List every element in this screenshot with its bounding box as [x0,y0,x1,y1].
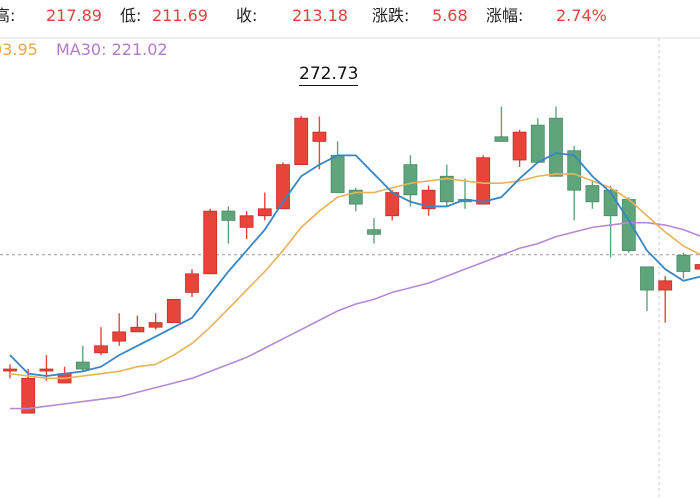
candle-body [294,117,309,166]
candle-body [476,157,491,205]
candle-body [549,117,563,177]
high-label: 高: [0,6,16,25]
ma-legend: 03.95 MA30: 221.02 [0,40,700,62]
candle-body [166,298,181,323]
change-label: 涨跌: [372,6,410,25]
max-price-annotation: 272.73 [299,64,359,86]
candle-body [421,189,436,210]
candle-body [239,215,254,228]
candle-body [39,368,54,372]
candle-body [512,131,527,161]
pct-label: 涨幅: [486,6,524,25]
candle-body [530,124,545,163]
candle-body [112,331,127,342]
low-value: 211.69 [152,6,208,25]
candle-body [694,264,700,270]
candle-body [75,361,90,370]
candle-body [221,210,236,221]
candle-body [640,266,654,291]
change-value: 5.68 [432,6,468,25]
candle-body [403,164,418,196]
candle-body [312,131,327,142]
candle-body [203,210,218,275]
candle-body [385,192,400,217]
ma30-legend-value: 221.02 [111,40,168,59]
candle-body [494,136,509,142]
ma30-legend: MA30: 221.02 [56,40,168,60]
candle-body [21,377,36,414]
candle-body [658,280,673,291]
high-value: 217.89 [46,6,102,25]
candle-body [621,199,636,251]
quote-header: 高: 217.89 低: 211.69 收: 213.18 涨跌: 5.68 涨… [0,0,700,30]
candle-body [257,208,272,217]
candle-body [185,273,199,293]
low-label: 低: [120,6,142,25]
ma10-line [9,173,700,380]
candle-body [567,150,582,191]
candle-body [676,254,691,272]
ma5-line [9,152,700,377]
candle-body [94,345,108,354]
candle-body [3,368,17,372]
candle-body [439,175,454,203]
close-label: 收: [236,6,258,25]
candle-body [130,326,145,333]
candle-body [148,322,163,328]
ma30-legend-label: MA30: [56,40,107,59]
candle-body [585,185,600,203]
ma30-line [10,221,700,410]
candle-body [367,229,381,235]
candles-group [3,106,700,414]
close-value: 213.18 [292,6,348,25]
ma5-legend-value: 03.95 [0,40,38,59]
candle-body [330,154,345,193]
pct-value: 2.74% [556,6,607,25]
